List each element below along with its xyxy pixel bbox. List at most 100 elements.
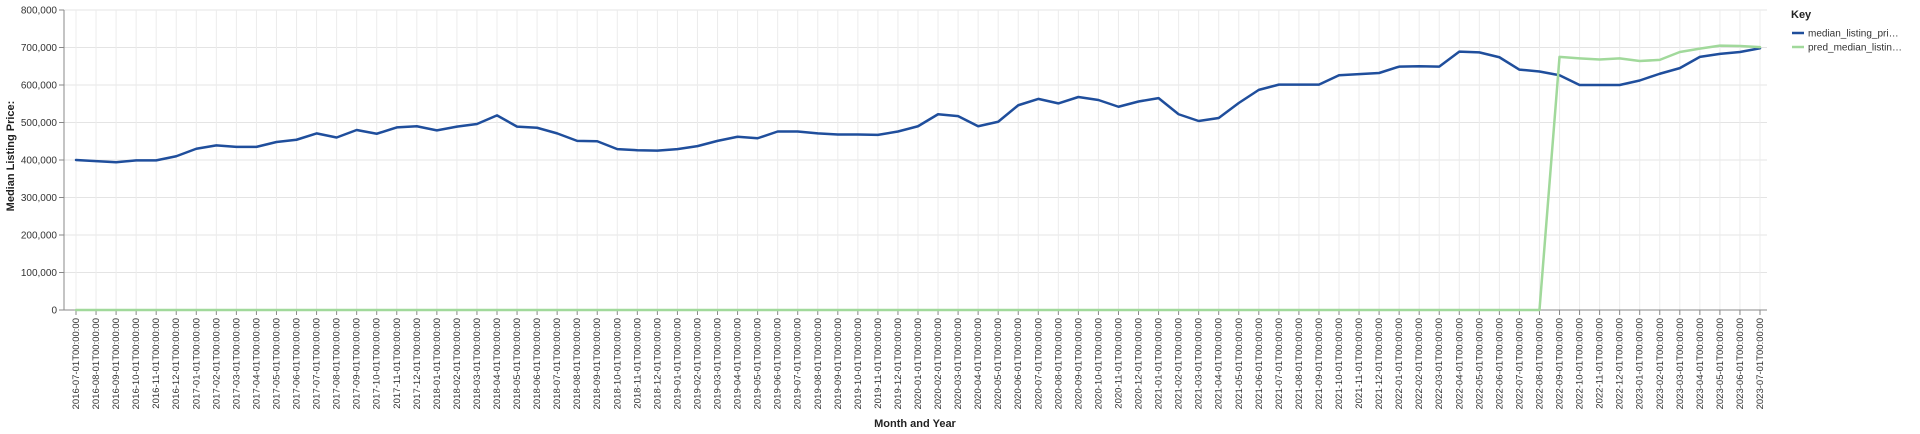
x-tick-label: 2022-10-01T00:00:00 [1575,318,1586,409]
x-tick-label: 2023-06-01T00:00:00 [1735,318,1746,409]
x-tick-label: 2019-09-01T00:00:00 [833,318,844,409]
x-tick-label: 2019-06-01T00:00:00 [773,318,784,409]
x-tick-label: 2020-02-01T00:00:00 [933,318,944,409]
x-tick-label: 2023-05-01T00:00:00 [1715,318,1726,409]
x-tick-label: 2021-05-01T00:00:00 [1234,318,1245,409]
x-tick-label: 2018-04-01T00:00:00 [492,318,503,409]
x-tick-label: 2021-03-01T00:00:00 [1194,318,1205,409]
x-tick-label: 2022-02-01T00:00:00 [1414,318,1425,409]
x-axis-title: Month and Year [874,418,956,430]
y-tick-label: 100,000 [21,268,58,279]
x-tick-label: 2023-07-01T00:00:00 [1755,318,1766,409]
x-tick-label: 2016-08-01T00:00:00 [91,318,102,409]
legend-label-2: pred_median_listin… [1808,43,1902,54]
x-tick-labels: 2016-07-01T00:00:00 2016-08-01T00:00:00 20… [71,318,1766,409]
x-tick-label: 2022-05-01T00:00:00 [1474,318,1485,409]
legend-title: Key [1791,9,1812,21]
x-tick-label: 2016-07-01T00:00:00 [71,318,82,409]
x-tick-label: 2020-08-01T00:00:00 [1053,318,1064,409]
x-tick-label: 2023-01-01T00:00:00 [1635,318,1646,409]
x-tick-label: 2023-02-01T00:00:00 [1655,318,1666,409]
x-tick-label: 2017-03-01T00:00:00 [231,318,242,409]
x-tick-label: 2019-11-01T00:00:00 [873,318,884,409]
x-tick-label: 2021-06-01T00:00:00 [1254,318,1265,409]
x-tick-label: 2021-09-01T00:00:00 [1314,318,1325,409]
x-tick-label: 2018-07-01T00:00:00 [552,318,563,409]
x-tick-label: 2017-06-01T00:00:00 [292,318,303,409]
y-tick-label: 300,000 [21,193,58,204]
x-tick-label: 2017-02-01T00:00:00 [211,318,222,409]
x-tick-label: 2021-10-01T00:00:00 [1334,318,1345,409]
x-tick-label: 2020-11-01T00:00:00 [1113,318,1124,409]
x-tick-label: 2020-01-01T00:00:00 [913,318,924,409]
x-tick-label: 2021-07-01T00:00:00 [1274,318,1285,409]
series-line-1 [74,47,1762,164]
x-tick-label: 2018-06-01T00:00:00 [532,318,543,409]
x-tick-label: 2020-06-01T00:00:00 [1013,318,1024,409]
x-tick-label: 2020-03-01T00:00:00 [953,318,964,409]
x-tick-label: 2020-05-01T00:00:00 [993,318,1004,409]
x-tick-label: 2022-07-01T00:00:00 [1514,318,1525,409]
x-tick-label: 2019-07-01T00:00:00 [793,318,804,409]
x-tick-label: 2017-09-01T00:00:00 [352,318,363,409]
x-tick-label: 2019-03-01T00:00:00 [713,318,724,409]
x-tick-label: 2022-12-01T00:00:00 [1615,318,1626,409]
x-tick-label: 2017-04-01T00:00:00 [251,318,262,409]
x-tick-label: 2016-10-01T00:00:00 [131,318,142,409]
x-tick-label: 2021-08-01T00:00:00 [1294,318,1305,409]
y-tick-label: 400,000 [21,156,58,167]
axes [59,9,1767,315]
x-tick-label: 2019-12-01T00:00:00 [893,318,904,409]
x-tick-label: 2019-02-01T00:00:00 [692,318,703,409]
series-line-2 [74,44,1762,312]
legend-items: median_listing_pri… pred_median_listin… [1792,29,1902,54]
x-tick-label: 2017-05-01T00:00:00 [271,318,282,409]
y-axis-title: Median Listing Price: [5,101,17,212]
x-tick-label: 2017-01-01T00:00:00 [191,318,202,409]
x-tick-label: 2020-12-01T00:00:00 [1134,318,1145,409]
x-tick-label: 2016-11-01T00:00:00 [151,318,162,409]
grid-lines [64,9,1767,311]
x-tick-label: 2022-08-01T00:00:00 [1534,318,1545,409]
legend-label-1: median_listing_pri… [1808,29,1899,40]
x-tick-label: 2022-06-01T00:00:00 [1494,318,1505,409]
x-tick-label: 2022-04-01T00:00:00 [1454,318,1465,409]
x-tick-label: 2019-04-01T00:00:00 [733,318,744,409]
x-tick-label: 2018-10-01T00:00:00 [612,318,623,409]
x-tick-label: 2016-12-01T00:00:00 [171,318,182,409]
x-tick-label: 2022-01-01T00:00:00 [1394,318,1405,409]
legend: Key median_listing_pri… pred_median_listi… [1791,9,1902,54]
x-tick-label: 2020-04-01T00:00:00 [973,318,984,409]
x-tick-label: 2021-11-01T00:00:00 [1354,318,1365,409]
x-tick-label: 2021-04-01T00:00:00 [1214,318,1225,409]
x-tick-label: 2019-01-01T00:00:00 [672,318,683,409]
y-tick-labels: 0 100,000 200,000 300,000 400,000 500,000 600,… [21,6,58,317]
x-tick-label: 2018-12-01T00:00:00 [652,318,663,409]
y-tick-label: 800,000 [21,6,58,17]
x-tick-label: 2017-10-01T00:00:00 [372,318,383,409]
x-tick-label: 2022-11-01T00:00:00 [1595,318,1606,409]
y-tick-label: 600,000 [21,81,58,92]
x-tick-label: 2018-08-01T00:00:00 [572,318,583,409]
x-tick-label: 2018-01-01T00:00:00 [432,318,443,409]
x-tick-label: 2020-07-01T00:00:00 [1033,318,1044,409]
x-tick-label: 2021-01-01T00:00:00 [1154,318,1165,409]
y-tick-label: 200,000 [21,231,58,242]
x-tick-label: 2019-05-01T00:00:00 [753,318,764,409]
x-tick-label: 2016-09-01T00:00:00 [111,318,122,409]
x-tick-label: 2023-03-01T00:00:00 [1675,318,1686,409]
x-tick-label: 2021-02-01T00:00:00 [1174,318,1185,409]
x-tick-label: 2017-12-01T00:00:00 [412,318,423,409]
x-tick-label: 2020-09-01T00:00:00 [1073,318,1084,409]
x-tick-label: 2022-09-01T00:00:00 [1555,318,1566,409]
x-tick-label: 2019-08-01T00:00:00 [813,318,824,409]
x-tick-label: 2018-05-01T00:00:00 [512,318,523,409]
y-tick-label: 500,000 [21,118,58,129]
y-tick-label: 0 [51,306,57,317]
x-tick-label: 2020-10-01T00:00:00 [1093,318,1104,409]
x-tick-label: 2017-08-01T00:00:00 [332,318,343,409]
x-tick-label: 2017-11-01T00:00:00 [392,318,403,409]
y-tick-label: 700,000 [21,43,58,54]
series-lines [74,44,1762,312]
